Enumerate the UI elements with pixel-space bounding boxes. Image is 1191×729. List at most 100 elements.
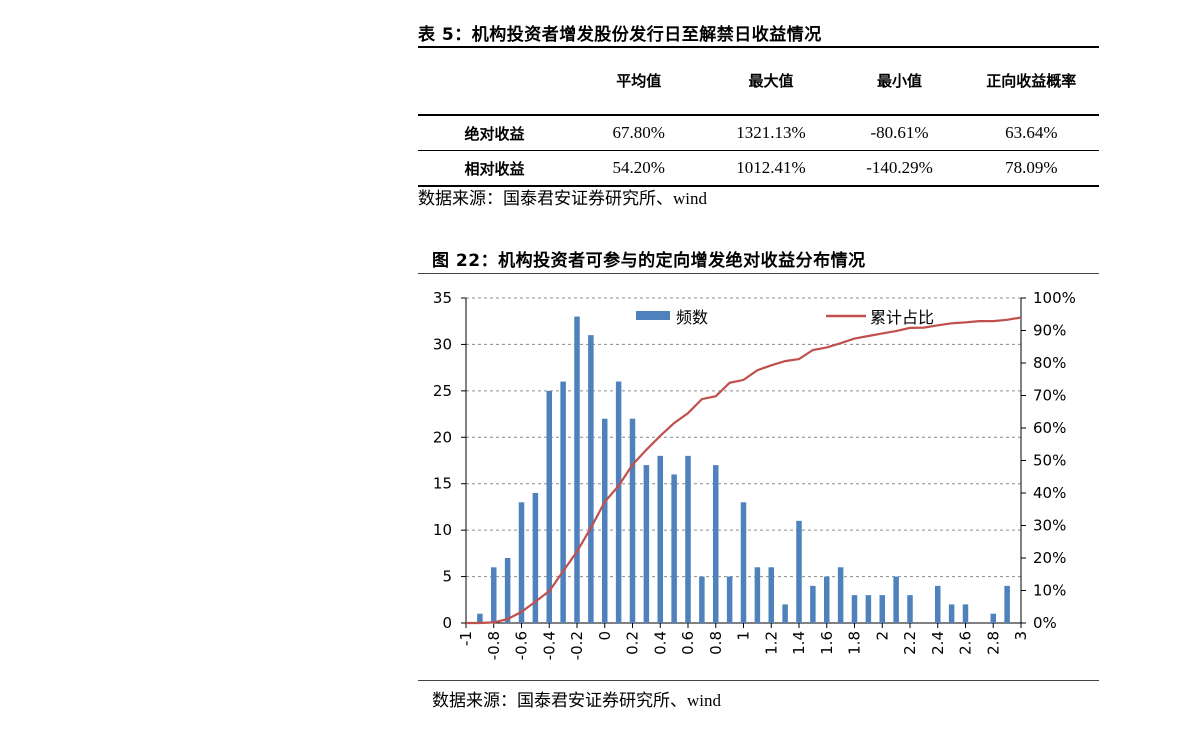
- bar: [879, 595, 885, 623]
- bar: [588, 335, 594, 623]
- y-right-tick-label: 70%: [1033, 387, 1066, 405]
- bar: [532, 493, 539, 623]
- y-left-tick-label: 10: [433, 521, 452, 539]
- row-label: 相对收益: [464, 159, 525, 178]
- y-right-tick-label: 90%: [1033, 322, 1066, 340]
- table-row: 相对收益 54.20% 1012.41% -140.29% 78.09%: [418, 151, 1099, 186]
- table-cell: 1012.41%: [736, 158, 806, 177]
- bar: [574, 316, 580, 623]
- bar: [1004, 585, 1010, 623]
- bar: [893, 576, 899, 623]
- header-cell: 平均值: [616, 72, 662, 90]
- bar: [546, 390, 552, 623]
- bar: [865, 595, 872, 623]
- table-header-row: 平均值 最大值 最小值 正向收益概率: [418, 47, 1099, 115]
- bar: [935, 585, 941, 623]
- histogram-chart: 051015202530350%10%20%30%40%50%60%70%80%…: [433, 289, 1076, 660]
- y-right-tick-label: 10%: [1033, 582, 1066, 600]
- y-left-tick-label: 25: [433, 382, 452, 400]
- bar: [740, 502, 747, 623]
- bar: [837, 567, 844, 623]
- x-tick-label: -0.8: [485, 631, 503, 660]
- x-tick-label: 0.4: [651, 631, 669, 655]
- x-tick-label: 2: [873, 631, 891, 641]
- figure-top-rule: [418, 273, 1099, 274]
- y-right-tick-label: 50%: [1033, 452, 1066, 470]
- y-right-tick-label: 80%: [1033, 354, 1066, 372]
- table-cell: 67.80%: [612, 123, 665, 142]
- x-tick-label: 2.4: [929, 631, 947, 655]
- y-left-tick-label: 15: [433, 475, 452, 493]
- y-left-tick-label: 35: [433, 289, 452, 307]
- x-tick-label: -0.4: [540, 631, 558, 660]
- y-right-tick-label: 20%: [1033, 549, 1066, 567]
- stats-table: 平均值 最大值 最小值 正向收益概率 绝对收益 67.80% 1321.13% …: [418, 46, 1099, 187]
- table-cell: 63.64%: [1005, 123, 1058, 142]
- bar: [726, 576, 733, 623]
- x-tick-label: 0.6: [679, 631, 697, 655]
- table-title: 表 5：机构投资者增发股份发行日至解禁日收益情况: [418, 25, 822, 45]
- x-tick-label: 1: [735, 631, 753, 641]
- bar: [491, 567, 497, 623]
- bar: [671, 474, 677, 623]
- x-tick-label: -1: [457, 631, 475, 646]
- header-cell: 最大值: [748, 72, 794, 90]
- legend-bar-swatch: [636, 311, 670, 320]
- table-cell: -80.61%: [870, 123, 929, 142]
- x-tick-label: 0.2: [624, 631, 642, 655]
- bar: [962, 604, 969, 623]
- x-tick-label: 0: [596, 631, 614, 641]
- x-tick-label: 2.6: [957, 631, 975, 655]
- header-cell: [418, 47, 571, 115]
- bar: [643, 465, 650, 623]
- x-tick-label: 1.8: [846, 631, 864, 655]
- x-tick-label: 2.2: [901, 631, 919, 655]
- table-cell: 78.09%: [1005, 158, 1058, 177]
- bar: [907, 595, 913, 623]
- legend-line-label: 累计占比: [870, 308, 934, 327]
- legend-bar-label: 频数: [676, 308, 708, 327]
- table-cell: 54.20%: [612, 158, 665, 177]
- bar: [602, 418, 608, 623]
- bar: [560, 381, 566, 623]
- table-cell: -140.29%: [866, 158, 933, 177]
- header-cell: 正向收益概率: [986, 72, 1077, 90]
- bar: [699, 576, 705, 623]
- bar: [518, 502, 525, 623]
- x-tick-label: 0.8: [707, 631, 725, 655]
- y-right-tick-label: 100%: [1033, 289, 1076, 307]
- bar: [768, 567, 774, 623]
- bar: [782, 604, 788, 623]
- x-tick-label: -0.6: [513, 631, 531, 660]
- bar: [629, 418, 636, 623]
- x-tick-label: 3: [1012, 631, 1030, 641]
- bar: [713, 465, 719, 623]
- y-right-tick-label: 40%: [1033, 484, 1066, 502]
- bar: [810, 585, 816, 623]
- bar: [685, 455, 691, 623]
- table-row: 绝对收益 67.80% 1321.13% -80.61% 63.64%: [418, 115, 1099, 151]
- y-left-tick-label: 20: [433, 428, 452, 446]
- y-left-tick-label: 0: [442, 614, 452, 632]
- header-cell: 最小值: [877, 72, 923, 90]
- y-right-tick-label: 30%: [1033, 517, 1066, 535]
- bar: [504, 558, 511, 623]
- y-left-tick-label: 5: [442, 568, 452, 586]
- x-tick-label: -0.2: [568, 631, 586, 660]
- table-source: 数据来源：国泰君安证券研究所、wind: [418, 189, 707, 208]
- x-tick-label: 1.4: [790, 631, 808, 655]
- table-cell: 1321.13%: [736, 123, 806, 142]
- cumulative-line: [466, 316, 1022, 625]
- figure-source: 数据来源：国泰君安证券研究所、wind: [432, 691, 721, 710]
- x-tick-label: 2.8: [984, 631, 1002, 655]
- y-right-tick-label: 0%: [1033, 614, 1057, 632]
- y-right-tick-label: 60%: [1033, 419, 1066, 437]
- figure-title: 图 22：机构投资者可参与的定向增发绝对收益分布情况: [432, 251, 866, 271]
- x-tick-label: 1.6: [818, 631, 836, 655]
- y-left-tick-label: 30: [433, 335, 452, 353]
- bar: [477, 613, 483, 623]
- row-label: 绝对收益: [464, 124, 525, 143]
- bar: [796, 520, 802, 623]
- bar: [754, 567, 761, 623]
- bar: [990, 613, 996, 623]
